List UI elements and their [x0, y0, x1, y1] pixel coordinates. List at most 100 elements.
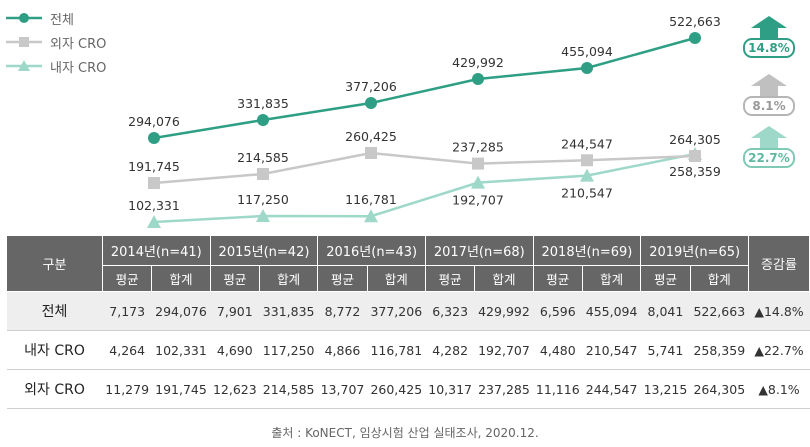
row-label: 외자 CRO: [6, 369, 103, 409]
sum-cell: 455,094: [582, 291, 641, 331]
legend-item-foreign: 외자 CRO: [6, 30, 106, 54]
source-note: 출처 : KoNECT, 임상시험 산업 실태조사, 2020.12.: [271, 426, 539, 440]
avg-cell: 4,480: [533, 330, 583, 370]
series-line: [153, 151, 696, 185]
year-header: 2018년(n=69): [532, 235, 642, 266]
sum-cell: 264,305: [690, 369, 749, 409]
avg-cell: 4,264: [102, 330, 152, 370]
data-point: [257, 114, 269, 126]
data-label: 214,585: [237, 150, 289, 165]
data-label: 455,094: [561, 44, 613, 59]
series-line: [153, 152, 696, 224]
sum-cell: 260,425: [367, 369, 426, 409]
data-point: [581, 154, 593, 167]
table-row: 내자 CRO 4,264 102,331 4,690 117,250 4,866 116,7…: [6, 330, 810, 370]
table-corner-header: 구분: [6, 235, 103, 292]
avg-cell: 7,173: [102, 291, 152, 331]
growth-badge-total: 14.8%: [743, 16, 795, 58]
data-point: [365, 97, 377, 109]
avg-subheader: 평균: [101, 265, 153, 292]
data-point: [257, 168, 269, 180]
table-row: 전체 7,173 294,076 7,901 331,835 8,772 377,206 6,…: [6, 291, 810, 331]
avg-subheader: 평균: [532, 265, 583, 292]
sum-subheader: 합계: [366, 265, 426, 292]
up-arrow-icon: [751, 74, 787, 96]
data-label: 258,359: [669, 164, 721, 179]
avg-cell: 4,866: [317, 330, 368, 370]
legend-marker-triangle-icon: [6, 60, 42, 71]
series-line: [153, 36, 696, 140]
growth-badge-foreign-text: 8.1%: [743, 96, 795, 116]
avg-cell: 12,623: [210, 369, 260, 409]
sum-cell: 237,285: [474, 369, 534, 409]
data-label: 191,745: [128, 159, 180, 174]
growth-badge-domestic-text: 22.7%: [743, 148, 795, 168]
data-label: 331,835: [237, 96, 289, 111]
data-point: [472, 73, 484, 85]
table-row: 외자 CRO 11,279 191,745 12,623 214,585 13,707 26…: [6, 369, 810, 409]
up-arrow-icon: [751, 126, 787, 148]
sum-cell: 429,992: [474, 291, 534, 331]
data-label: 429,992: [452, 55, 504, 70]
legend-label-total: 전체: [50, 12, 74, 28]
table-body: 전체 7,173 294,076 7,901 331,835 8,772 377,206 6,…: [6, 291, 810, 409]
avg-cell: 6,596: [533, 291, 583, 331]
sum-subheader: 합계: [151, 265, 211, 292]
avg-cell: 5,741: [640, 330, 691, 370]
sum-cell: 210,547: [582, 330, 641, 370]
data-label: 102,331: [128, 198, 180, 213]
data-point: [689, 150, 701, 162]
sum-cell: 258,359: [690, 330, 749, 370]
growth-cell: ▲8.1%: [748, 369, 810, 409]
avg-subheader: 평균: [317, 265, 368, 292]
data-point: [471, 175, 485, 189]
data-label: 294,076: [128, 114, 180, 129]
data-label: 192,707: [452, 193, 504, 208]
data-point: [148, 177, 160, 189]
avg-cell: 10,317: [425, 369, 475, 409]
row-label: 전체: [6, 291, 103, 331]
avg-cell: 8,041: [640, 291, 691, 331]
up-arrow-icon: [751, 16, 787, 38]
growth-badge-total-text: 14.8%: [743, 38, 795, 58]
chart-legend: 전체 외자 CRO 내자 CRO: [6, 6, 106, 78]
avg-cell: 8,772: [317, 291, 368, 331]
avg-cell: 13,707: [317, 369, 368, 409]
data-point: [148, 132, 160, 144]
avg-cell: 13,215: [640, 369, 691, 409]
sum-cell: 294,076: [151, 291, 211, 331]
data-label: 377,206: [345, 79, 397, 94]
sum-cell: 117,250: [259, 330, 318, 370]
data-point: [147, 215, 161, 228]
data-table: 구분 2014년(n=41) 2015년(n=42) 2016년(n=43) 2…: [6, 235, 810, 409]
avg-cell: 7,901: [210, 291, 260, 331]
sum-cell: 191,745: [151, 369, 211, 409]
avg-subheader: 평균: [209, 265, 261, 292]
avg-cell: 11,279: [102, 369, 152, 409]
year-header: 2015년(n=42): [209, 235, 319, 266]
legend-item-domestic: 내자 CRO: [6, 54, 106, 78]
line-chart: 102,331 117,250 116,781 192,707 210,547 258,3…: [128, 14, 721, 228]
data-point: [580, 168, 594, 182]
row-label: 내자 CRO: [6, 330, 103, 370]
legend-marker-circle-icon: [6, 13, 42, 23]
sum-subheader: 합계: [474, 265, 534, 292]
avg-subheader: 평균: [424, 265, 476, 292]
data-point: [364, 209, 378, 223]
sum-cell: 377,206: [367, 291, 426, 331]
sum-cell: 116,781: [367, 330, 426, 370]
data-label: 116,781: [345, 192, 397, 207]
sum-cell: 331,835: [259, 291, 318, 331]
data-label: 260,425: [345, 129, 397, 144]
data-label: 237,285: [452, 140, 504, 155]
data-label: 522,663: [669, 14, 721, 29]
avg-cell: 4,282: [425, 330, 475, 370]
sum-subheader: 합계: [581, 265, 642, 292]
year-header: 2016년(n=43): [317, 235, 426, 266]
data-label: 244,547: [561, 136, 613, 151]
data-point: [256, 209, 270, 222]
data-label: 264,305: [669, 132, 721, 147]
legend-item-total: 전체: [6, 6, 106, 30]
data-label: 117,250: [237, 192, 289, 207]
sum-cell: 214,585: [259, 369, 318, 409]
